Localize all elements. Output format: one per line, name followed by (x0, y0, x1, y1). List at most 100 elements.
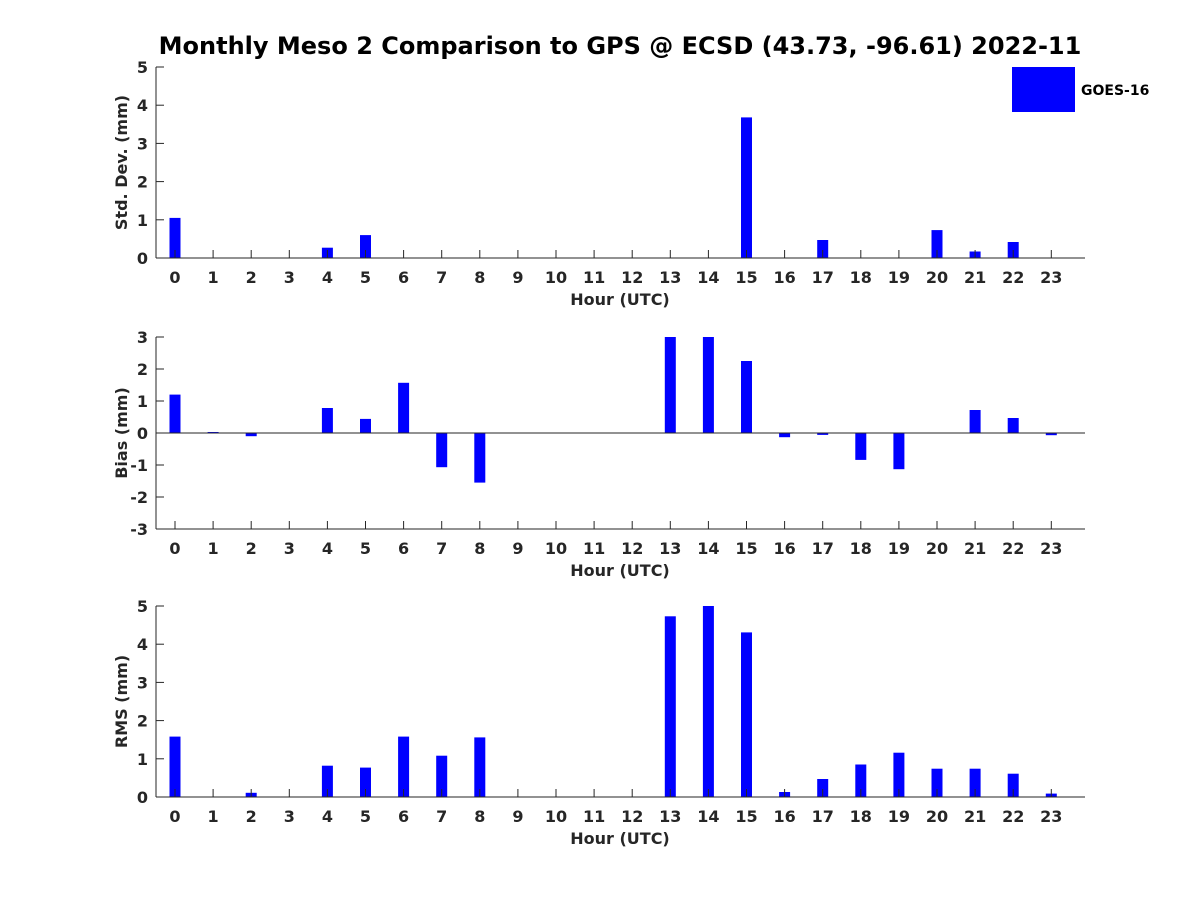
bar-hour-14 (702, 337, 714, 433)
bar-hour-0 (169, 217, 181, 258)
bar-hour-17 (817, 779, 829, 797)
bar-hour-22 (1007, 773, 1019, 797)
bar-hour-18 (855, 764, 867, 797)
x-tick-label: 8 (474, 539, 485, 558)
y-tick-label: 2 (137, 173, 148, 192)
x-tick-label: 0 (169, 807, 180, 826)
x-tick-label: 16 (773, 807, 795, 826)
bar-hour-19 (893, 752, 905, 797)
x-tick-label: 14 (697, 539, 719, 558)
bar-hour-7 (436, 755, 448, 797)
y-axis-label: Std. Dev. (mm) (112, 95, 131, 230)
bar-hour-13 (664, 337, 676, 433)
x-tick-label: 11 (583, 268, 605, 287)
bar-hour-23 (1045, 433, 1057, 436)
x-tick-label: 5 (360, 539, 371, 558)
bar-hour-15 (741, 632, 752, 797)
x-tick-label: 7 (436, 268, 447, 287)
bar-hour-16 (779, 433, 791, 438)
bar-hour-22 (1007, 418, 1019, 433)
x-tick-label: 19 (888, 807, 910, 826)
bar-hour-5 (360, 235, 371, 258)
x-axis-label: Hour (UTC) (570, 290, 670, 309)
bar-hour-14 (702, 606, 714, 797)
bar-hour-2 (245, 433, 257, 437)
y-tick-label: 4 (137, 96, 148, 115)
x-tick-label: 13 (659, 807, 681, 826)
bar-hour-20 (931, 230, 943, 258)
x-tick-label: 17 (812, 539, 834, 558)
y-tick-label: 5 (137, 58, 148, 77)
x-tick-label: 22 (1002, 268, 1024, 287)
x-tick-label: 2 (246, 539, 257, 558)
x-tick-label: 19 (888, 268, 910, 287)
x-tick-label: 23 (1040, 539, 1062, 558)
x-tick-label: 9 (512, 268, 523, 287)
y-tick-label: 3 (137, 328, 148, 347)
x-tick-label: 13 (659, 539, 681, 558)
y-tick-label: -3 (130, 520, 148, 539)
bar-hour-4 (321, 765, 333, 797)
y-tick-label: 1 (137, 392, 148, 411)
x-tick-label: 18 (850, 268, 872, 287)
x-axis-label: Hour (UTC) (570, 561, 670, 580)
bar-hour-18 (855, 433, 867, 460)
bar-hour-6 (398, 382, 410, 433)
x-tick-label: 11 (583, 539, 605, 558)
x-tick-label: 8 (474, 268, 485, 287)
x-tick-label: 18 (850, 539, 872, 558)
x-tick-label: 10 (545, 539, 567, 558)
bar-hour-8 (474, 737, 486, 797)
bar-hour-20 (931, 768, 943, 797)
y-tick-label: -2 (130, 488, 148, 507)
chart-title: Monthly Meso 2 Comparison to GPS @ ECSD … (159, 32, 1082, 60)
x-tick-label: 3 (284, 807, 295, 826)
bar-hour-5 (360, 418, 371, 433)
x-tick-label: 6 (398, 539, 409, 558)
x-tick-label: 15 (735, 268, 757, 287)
y-tick-label: -1 (130, 456, 148, 475)
y-tick-label: 3 (137, 134, 148, 153)
y-tick-label: 3 (137, 673, 148, 692)
x-tick-label: 4 (322, 807, 333, 826)
y-axis-label: Bias (mm) (112, 387, 131, 479)
x-tick-label: 14 (697, 807, 719, 826)
x-tick-label: 15 (735, 807, 757, 826)
bar-hour-19 (893, 433, 905, 470)
x-tick-label: 5 (360, 807, 371, 826)
y-tick-label: 0 (137, 788, 148, 807)
x-tick-label: 1 (208, 539, 219, 558)
x-tick-label: 6 (398, 268, 409, 287)
x-tick-label: 9 (512, 807, 523, 826)
x-tick-label: 17 (812, 268, 834, 287)
y-tick-label: 1 (137, 750, 148, 769)
x-tick-label: 13 (659, 268, 681, 287)
bar-hour-17 (817, 433, 829, 435)
x-tick-label: 7 (436, 807, 447, 826)
x-tick-label: 12 (621, 268, 643, 287)
x-tick-label: 6 (398, 807, 409, 826)
x-tick-label: 3 (284, 268, 295, 287)
x-tick-label: 1 (208, 268, 219, 287)
x-tick-label: 10 (545, 268, 567, 287)
y-tick-label: 5 (137, 597, 148, 616)
x-tick-label: 23 (1040, 807, 1062, 826)
y-tick-label: 1 (137, 211, 148, 230)
x-tick-label: 20 (926, 807, 948, 826)
y-tick-label: 0 (137, 424, 148, 443)
bar-hour-17 (817, 240, 829, 258)
legend-swatch (1012, 67, 1075, 112)
x-tick-label: 23 (1040, 268, 1062, 287)
bar-hour-6 (398, 736, 410, 797)
x-tick-label: 21 (964, 807, 986, 826)
x-tick-label: 4 (322, 268, 333, 287)
bar-hour-21 (969, 410, 981, 433)
x-tick-label: 8 (474, 807, 485, 826)
x-tick-label: 12 (621, 539, 643, 558)
x-tick-label: 14 (697, 268, 719, 287)
bar-hour-4 (321, 408, 333, 433)
x-tick-label: 22 (1002, 807, 1024, 826)
